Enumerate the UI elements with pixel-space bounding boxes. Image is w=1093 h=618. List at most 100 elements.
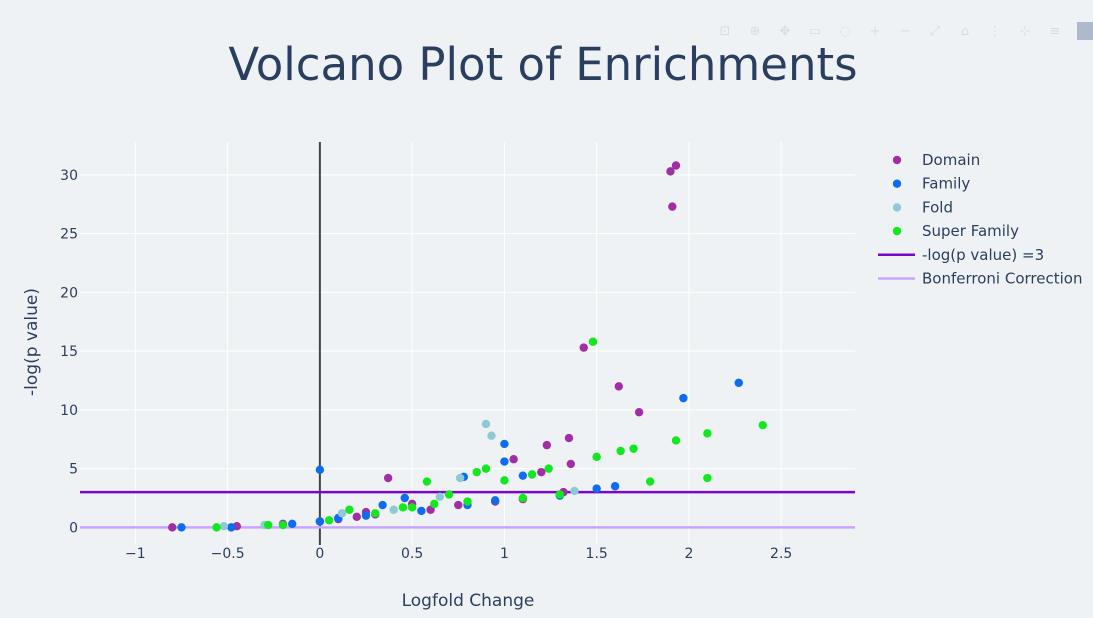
legend-item[interactable]: Domain bbox=[892, 151, 980, 169]
data-point bbox=[566, 459, 576, 469]
autoscale-icon[interactable]: ⤢ bbox=[929, 23, 941, 39]
data-point bbox=[398, 503, 408, 512]
plotly-logo-icon[interactable] bbox=[1077, 22, 1093, 40]
data-point bbox=[592, 484, 601, 493]
x-tick-label: 0 bbox=[315, 546, 324, 562]
data-point bbox=[527, 470, 537, 479]
data-point bbox=[592, 452, 601, 462]
data-point bbox=[472, 467, 481, 477]
data-point bbox=[734, 378, 743, 388]
data-point bbox=[614, 382, 624, 391]
data-point bbox=[463, 497, 472, 506]
data-point bbox=[383, 473, 393, 483]
legend-item[interactable]: Super Family bbox=[892, 222, 1019, 240]
data-point bbox=[544, 464, 553, 473]
data-point bbox=[629, 444, 638, 453]
hover-compare-icon[interactable]: ≡ bbox=[1049, 23, 1061, 39]
data-point bbox=[378, 500, 387, 510]
y-tick-label: 15 bbox=[60, 344, 78, 360]
legend-item[interactable]: -log(p value) =3 bbox=[878, 246, 1044, 264]
data-point bbox=[422, 477, 432, 486]
data-point bbox=[455, 473, 465, 483]
camera-icon[interactable]: ⊡ bbox=[719, 23, 731, 39]
legend-marker bbox=[892, 203, 902, 212]
data-point bbox=[227, 523, 236, 532]
data-point bbox=[518, 493, 528, 503]
data-point bbox=[500, 457, 509, 466]
data-point bbox=[219, 522, 229, 531]
x-tick-label: −0.5 bbox=[211, 546, 245, 562]
grid bbox=[80, 142, 855, 545]
data-point bbox=[430, 499, 439, 509]
x-axis-title: Logfold Change bbox=[402, 591, 535, 611]
zoom-icon[interactable]: ⊕ bbox=[749, 23, 761, 39]
data-point bbox=[616, 446, 625, 456]
data-point bbox=[564, 433, 574, 443]
data-point bbox=[758, 420, 767, 430]
spike-lines-icon[interactable]: ⋮ bbox=[988, 23, 1002, 39]
data-point bbox=[389, 505, 398, 514]
data-point bbox=[454, 500, 463, 510]
x-tick-label: −1 bbox=[125, 546, 146, 562]
box-select-icon[interactable]: ▭ bbox=[808, 23, 822, 39]
data-point bbox=[610, 482, 620, 491]
zoom-in-icon[interactable]: + bbox=[869, 23, 881, 39]
data-point bbox=[666, 167, 675, 176]
data-point bbox=[337, 509, 347, 518]
legend-marker bbox=[892, 226, 902, 236]
data-points bbox=[168, 161, 767, 532]
legend-label: -log(p value) =3 bbox=[922, 246, 1044, 264]
data-point bbox=[500, 439, 509, 449]
y-axis-title: -log(p value) bbox=[22, 288, 42, 396]
data-point bbox=[490, 496, 500, 505]
x-tick-label: 0.5 bbox=[401, 546, 423, 562]
data-point bbox=[518, 471, 528, 480]
legend-item[interactable]: Family bbox=[892, 175, 971, 193]
legend-label: Super Family bbox=[922, 222, 1019, 240]
data-point bbox=[435, 492, 445, 502]
x-tick-label: 2.5 bbox=[770, 546, 792, 562]
x-tick-label: 1.5 bbox=[586, 546, 608, 562]
data-point bbox=[417, 506, 426, 516]
legend-marker bbox=[892, 179, 902, 188]
y-tick-label: 20 bbox=[60, 285, 78, 301]
zoom-out-icon[interactable]: − bbox=[899, 23, 911, 39]
legend-item[interactable]: Fold bbox=[892, 198, 953, 216]
y-axis-ticks: 0 5 10 15 20 25 30 bbox=[60, 168, 78, 536]
data-point bbox=[579, 343, 588, 352]
legend[interactable]: Domain Family Fold Super Family -log(p value… bbox=[878, 151, 1082, 288]
data-point bbox=[542, 440, 552, 450]
data-point bbox=[671, 161, 681, 170]
data-point bbox=[509, 455, 518, 464]
data-point bbox=[324, 516, 334, 525]
data-point bbox=[555, 490, 564, 499]
data-point bbox=[407, 503, 417, 512]
data-point bbox=[315, 465, 325, 475]
data-point bbox=[668, 202, 677, 211]
reset-axes-icon[interactable]: ⌂ bbox=[960, 23, 970, 39]
data-point bbox=[481, 419, 491, 429]
data-point bbox=[371, 509, 380, 518]
data-point bbox=[168, 523, 177, 532]
legend-label: Bonferroni Correction bbox=[922, 270, 1082, 288]
data-point bbox=[588, 337, 598, 346]
y-tick-label: 30 bbox=[60, 168, 78, 184]
data-point bbox=[703, 473, 712, 483]
y-tick-label: 5 bbox=[69, 462, 78, 478]
legend-marker bbox=[892, 155, 902, 165]
legend-item[interactable]: Bonferroni Correction bbox=[878, 270, 1082, 288]
data-point bbox=[487, 431, 496, 440]
data-point bbox=[361, 511, 371, 520]
x-tick-label: 2 bbox=[684, 546, 693, 562]
hover-closest-icon[interactable]: ⊹ bbox=[1019, 23, 1031, 39]
data-point bbox=[212, 523, 221, 532]
data-point bbox=[481, 464, 491, 473]
data-point bbox=[352, 512, 361, 522]
modebar: ⊡ ⊕ ✥ ▭ ◌ + − ⤢ ⌂ ⋮ ⊹ ≡ bbox=[717, 22, 1093, 40]
pan-icon[interactable]: ✥ bbox=[779, 23, 791, 39]
lasso-icon[interactable]: ◌ bbox=[839, 23, 851, 39]
y-tick-label: 10 bbox=[60, 403, 78, 419]
x-axis-ticks: −1 −0.5 0 0.5 1 1.5 2 2.5 bbox=[125, 546, 792, 562]
data-point bbox=[634, 408, 644, 417]
data-point bbox=[177, 523, 186, 532]
